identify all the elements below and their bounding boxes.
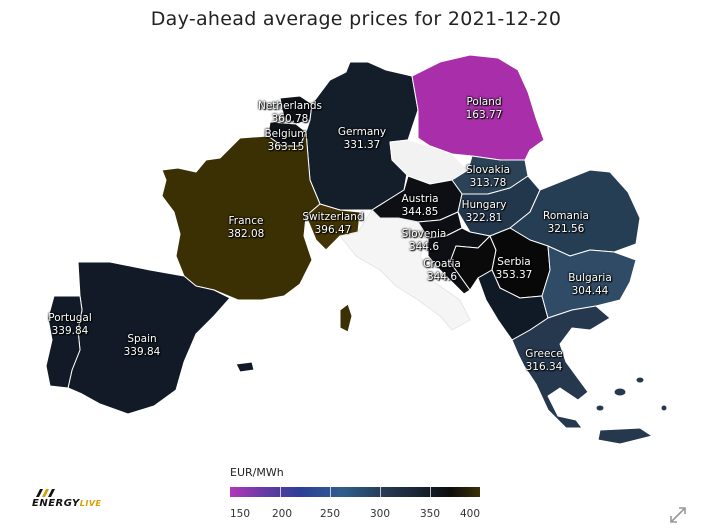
region-greece-island-b[interactable] [635, 376, 645, 384]
country-name: Greece [525, 348, 563, 360]
legend-tick-mark [280, 487, 281, 497]
legend-tick-mark [380, 487, 381, 497]
region-greece-islands[interactable] [597, 427, 653, 445]
legend-tick-300: 300 [369, 508, 391, 520]
country-value: 339.84 [123, 346, 161, 358]
legend-tick-150: 150 [229, 508, 251, 520]
country-name: France [228, 215, 264, 227]
logo-accent-text: LIVE [79, 499, 102, 508]
country-name: Romania [543, 210, 589, 222]
expand-arrows-icon[interactable] [668, 505, 688, 525]
country-value: 396.47 [314, 224, 352, 236]
label-romania: Romania 321.56 [543, 210, 589, 236]
label-bulgaria: Bulgaria 304.44 [568, 272, 612, 298]
country-value: 363.15 [267, 141, 305, 153]
region-bulgaria[interactable] [541, 245, 637, 319]
country-value: 360.78 [271, 113, 309, 125]
country-name: Portugal [48, 312, 92, 324]
country-name: Netherlands [257, 100, 323, 112]
label-spain: Spain 339.84 [124, 333, 161, 359]
country-value: 331.37 [343, 139, 381, 151]
country-value: 382.08 [227, 228, 265, 240]
label-netherlands: Netherlands 360.78 [258, 100, 322, 126]
country-name: Germany [337, 126, 387, 138]
region-greece-island-a[interactable] [613, 387, 627, 397]
legend-tick-400: 400 [459, 508, 481, 520]
country-value: 353.37 [495, 269, 533, 281]
label-greece: Greece 316.34 [525, 348, 562, 374]
region-greece-island-d[interactable] [595, 404, 605, 412]
country-value: 163.77 [465, 109, 503, 121]
country-name: Serbia [497, 256, 531, 268]
region-balearic[interactable] [235, 361, 255, 373]
country-value: 344.6 [426, 271, 458, 283]
country-name: Poland [466, 96, 502, 108]
map-title: Day-ahead average prices for 2021-12-20 [150, 8, 562, 30]
legend-tick-mark [430, 487, 431, 497]
region-greece[interactable] [511, 305, 611, 429]
energy-live-logo-icon [36, 489, 55, 497]
legend-tick-200: 200 [271, 508, 293, 520]
region-italy[interactable] [339, 209, 471, 331]
country-name: Slovenia [401, 228, 447, 240]
label-hungary: Hungary 322.81 [462, 199, 507, 225]
label-serbia: Serbia 353.37 [496, 256, 533, 282]
legend-tick-350: 350 [419, 508, 441, 520]
label-portugal: Portugal 339.84 [48, 312, 92, 338]
country-value: 339.84 [51, 325, 89, 337]
country-name: Belgium [264, 128, 308, 140]
legend-color-bar [230, 487, 480, 497]
label-austria: Austria 344.85 [401, 193, 438, 219]
label-croatia: Croatia 344.6 [423, 258, 461, 284]
label-switzerland: Switzerland 396.47 [302, 211, 363, 237]
country-name: Spain [127, 333, 157, 345]
country-value: 322.81 [465, 212, 503, 224]
energy-live-logo: ENERGYLIVE [32, 498, 102, 509]
legend-tick-mark [330, 487, 331, 497]
country-value: 344.6 [408, 241, 440, 253]
region-corsica[interactable] [339, 303, 353, 333]
legend-tick-250: 250 [319, 508, 341, 520]
region-greece-island-c[interactable] [660, 404, 668, 412]
label-france: France 382.08 [228, 215, 265, 241]
label-poland: Poland 163.77 [466, 96, 503, 122]
country-value: 344.85 [401, 206, 439, 218]
region-poland[interactable] [411, 54, 545, 161]
country-value: 313.78 [469, 177, 507, 189]
logo-main-text: ENERGY [32, 498, 80, 509]
country-name: Bulgaria [568, 272, 612, 284]
country-name: Croatia [423, 258, 461, 270]
country-name: Austria [401, 193, 439, 205]
legend-title: EUR/MWh [230, 466, 284, 479]
country-value: 321.56 [547, 223, 585, 235]
country-name: Slovakia [465, 164, 511, 176]
country-value: 304.44 [571, 285, 609, 297]
country-name: Hungary [461, 199, 507, 211]
region-portugal[interactable] [45, 295, 83, 389]
label-belgium: Belgium 363.15 [264, 128, 307, 154]
label-slovakia: Slovakia 313.78 [466, 164, 510, 190]
country-value: 316.34 [525, 361, 563, 373]
label-germany: Germany 331.37 [338, 126, 386, 152]
label-slovenia: Slovenia 344.6 [402, 228, 447, 254]
country-name: Switzerland [302, 211, 364, 223]
